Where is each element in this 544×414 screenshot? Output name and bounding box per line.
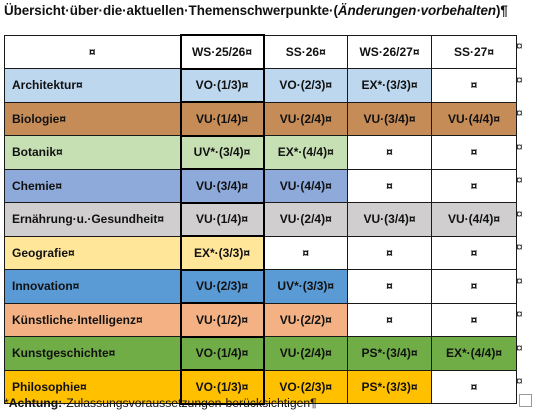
topic-name: Ernährung·u.·Gesundheit¤ <box>4 202 181 237</box>
course-cell: VU·(4/4)¤ <box>431 101 517 136</box>
table-row: Ernährung·u.·Gesundheit¤ VU·(1/4)¤ VU·(2/4… <box>4 201 517 237</box>
footnote-label: Achtung: <box>8 396 63 410</box>
course-cell: ¤ <box>431 68 517 103</box>
course-cell: ¤ <box>431 235 517 270</box>
course-cell: ¤ <box>347 135 432 170</box>
semester-header: SS·26¤ <box>263 34 348 69</box>
topic-name: Geografie¤ <box>4 235 181 270</box>
course-cell: VU·(1/2)¤ <box>179 302 265 338</box>
course-cell: VU·(2/4)¤ <box>263 202 348 237</box>
course-cell: VO·(2/3)¤ <box>263 68 348 103</box>
table-row: Chemie¤ VU·(3/4)¤ VU·(4/4)¤ ¤ ¤ <box>4 168 517 204</box>
table-row: Künstliche·Intelligenz¤ VU·(1/2)¤ VU·(2/2)… <box>4 302 517 338</box>
course-cell: VO·(1/3)¤ <box>179 67 265 103</box>
course-cell: VU·(1/4)¤ <box>179 201 265 237</box>
course-cell: EX*·(4/4)¤ <box>431 336 517 371</box>
course-cell: UV*·(3/3)¤ <box>263 269 348 304</box>
footnote: *Achtung:·Zulassungsvoraussetzungen·berü… <box>4 396 317 410</box>
row-end-mark: ¤ <box>516 173 523 187</box>
topic-name: Botanik¤ <box>4 135 181 170</box>
semester-header: SS·27¤ <box>431 34 517 69</box>
document-heading: Übersicht·über·die·aktuellen·Themenschwe… <box>4 3 508 18</box>
row-end-mark: ¤ <box>516 374 523 388</box>
topic-name: Künstliche·Intelligenz¤ <box>4 302 181 337</box>
course-cell: ¤ <box>347 235 432 270</box>
footnote-star: * <box>4 396 9 410</box>
course-cell: VU·(2/4)¤ <box>263 336 348 371</box>
course-cell: ¤ <box>347 168 432 203</box>
course-cell: VU·(2/2)¤ <box>263 302 348 337</box>
row-end-mark: ¤ <box>516 240 523 254</box>
course-cell: VU·(2/4)¤ <box>263 101 348 136</box>
header-row: ¤ WS·25/26¤ SS·26¤ WS·26/27¤ SS·27¤ <box>4 34 517 70</box>
course-cell: VU·(4/4)¤ <box>263 168 348 203</box>
topic-name: Innovation¤ <box>4 269 181 304</box>
row-end-mark: ¤ <box>516 307 523 321</box>
table-row: Innovation¤ VU·(2/3)¤ UV*·(3/3)¤ ¤ ¤ <box>4 268 517 304</box>
header-corner-cell: ¤ <box>4 34 181 69</box>
course-cell: EX*·(3/3)¤ <box>179 235 265 271</box>
course-cell: UV*·(3/4)¤ <box>179 134 265 170</box>
course-cell: PS*·(3/4)¤ <box>347 336 432 371</box>
course-cell: VU·(3/4)¤ <box>347 101 432 136</box>
row-end-mark: ¤ <box>516 39 523 53</box>
table-row: Philosophie¤ VO·(1/3)¤ VO·(2/3)¤ PS*·(3/3)¤… <box>4 369 517 405</box>
course-cell: VO·(1/4)¤ <box>179 335 265 371</box>
course-cell: ¤ <box>347 302 432 337</box>
course-cell: VO·(2/3)¤ <box>263 369 348 404</box>
topic-name: Chemie¤ <box>4 168 181 203</box>
topic-name: Architektur¤ <box>4 68 181 103</box>
semester-header: WS·26/27¤ <box>347 34 432 69</box>
table-row: Biologie¤ VU·(1/4)¤ VU·(2/4)¤ VU·(3/4)¤ VU·(… <box>4 101 517 137</box>
table-row: Botanik¤ UV*·(3/4)¤ EX*·(4/4)¤ ¤ ¤ <box>4 134 517 170</box>
row-end-mark: ¤ <box>516 140 523 154</box>
semester-header: WS·25/26¤ <box>179 34 265 70</box>
topic-name: Biologie¤ <box>4 101 181 136</box>
table-row: Geografie¤ EX*·(3/3)¤ ¤ ¤ ¤ <box>4 235 517 271</box>
row-end-mark: ¤ <box>516 207 523 221</box>
row-end-mark: ¤ <box>516 274 523 288</box>
footnote-text: ·Zulassungsvoraussetzungen·berücksichtig… <box>62 396 317 410</box>
course-cell: ¤ <box>347 269 432 304</box>
course-cell: VU·(3/4)¤ <box>347 202 432 237</box>
course-cell: ¤ <box>431 302 517 337</box>
course-cell: ¤ <box>263 235 348 270</box>
topics-table: ¤ WS·25/26¤ SS·26¤ WS·26/27¤ SS·27¤ Architekt… <box>4 34 517 405</box>
page-corner-checkbox[interactable] <box>519 394 532 407</box>
course-cell: VU·(2/3)¤ <box>179 268 265 304</box>
course-cell: VU·(4/4)¤ <box>431 202 517 237</box>
heading-prefix: Übersicht·über·die·aktuellen·Themenschwe… <box>4 3 338 18</box>
course-cell: PS*·(3/3)¤ <box>347 369 432 404</box>
course-cell: VO·(1/3)¤ <box>179 369 265 405</box>
course-cell: EX*·(3/3)¤ <box>347 68 432 103</box>
row-end-mark: ¤ <box>516 106 523 120</box>
heading-italic: Änderungen·vorbehalten <box>337 3 496 18</box>
course-cell: VU·(3/4)¤ <box>179 168 265 204</box>
course-cell: VU·(1/4)¤ <box>179 101 265 137</box>
table-row: Kunstgeschichte¤ VO·(1/4)¤ VU·(2/4)¤ PS*·(3… <box>4 335 517 371</box>
row-end-mark: ¤ <box>516 73 523 87</box>
course-cell: ¤ <box>431 168 517 203</box>
course-cell: ¤ <box>431 269 517 304</box>
course-cell: EX*·(4/4)¤ <box>263 135 348 170</box>
topic-name: Philosophie¤ <box>4 369 181 404</box>
heading-suffix: )¶ <box>496 3 508 18</box>
course-cell: ¤ <box>431 369 517 404</box>
table-row: Architektur¤ VO·(1/3)¤ VO·(2/3)¤ EX*·(3/3)¤… <box>4 67 517 103</box>
topic-name: Kunstgeschichte¤ <box>4 336 181 371</box>
course-cell: ¤ <box>431 135 517 170</box>
row-end-mark: ¤ <box>516 341 523 355</box>
